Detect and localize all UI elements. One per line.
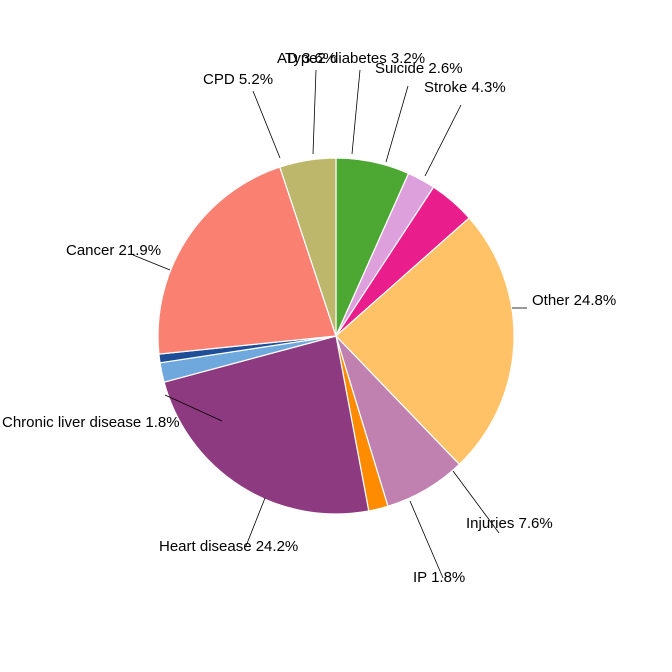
svg-text:Suicide 2.6%: Suicide 2.6%	[375, 60, 463, 77]
svg-text:Other 24.8%: Other 24.8%	[532, 292, 616, 309]
svg-text:IP 1.8%: IP 1.8%	[413, 569, 465, 586]
svg-text:CPD 5.2%: CPD 5.2%	[203, 71, 273, 88]
svg-text:Heart disease 24.2%: Heart disease 24.2%	[159, 538, 298, 555]
svg-text:Injuries 7.6%: Injuries 7.6%	[466, 515, 553, 532]
svg-text:Cancer 21.9%: Cancer 21.9%	[66, 242, 161, 259]
svg-text:Chronic liver disease 1.8%: Chronic liver disease 1.8%	[2, 414, 180, 431]
svg-text:Stroke 4.3%: Stroke 4.3%	[424, 79, 506, 96]
